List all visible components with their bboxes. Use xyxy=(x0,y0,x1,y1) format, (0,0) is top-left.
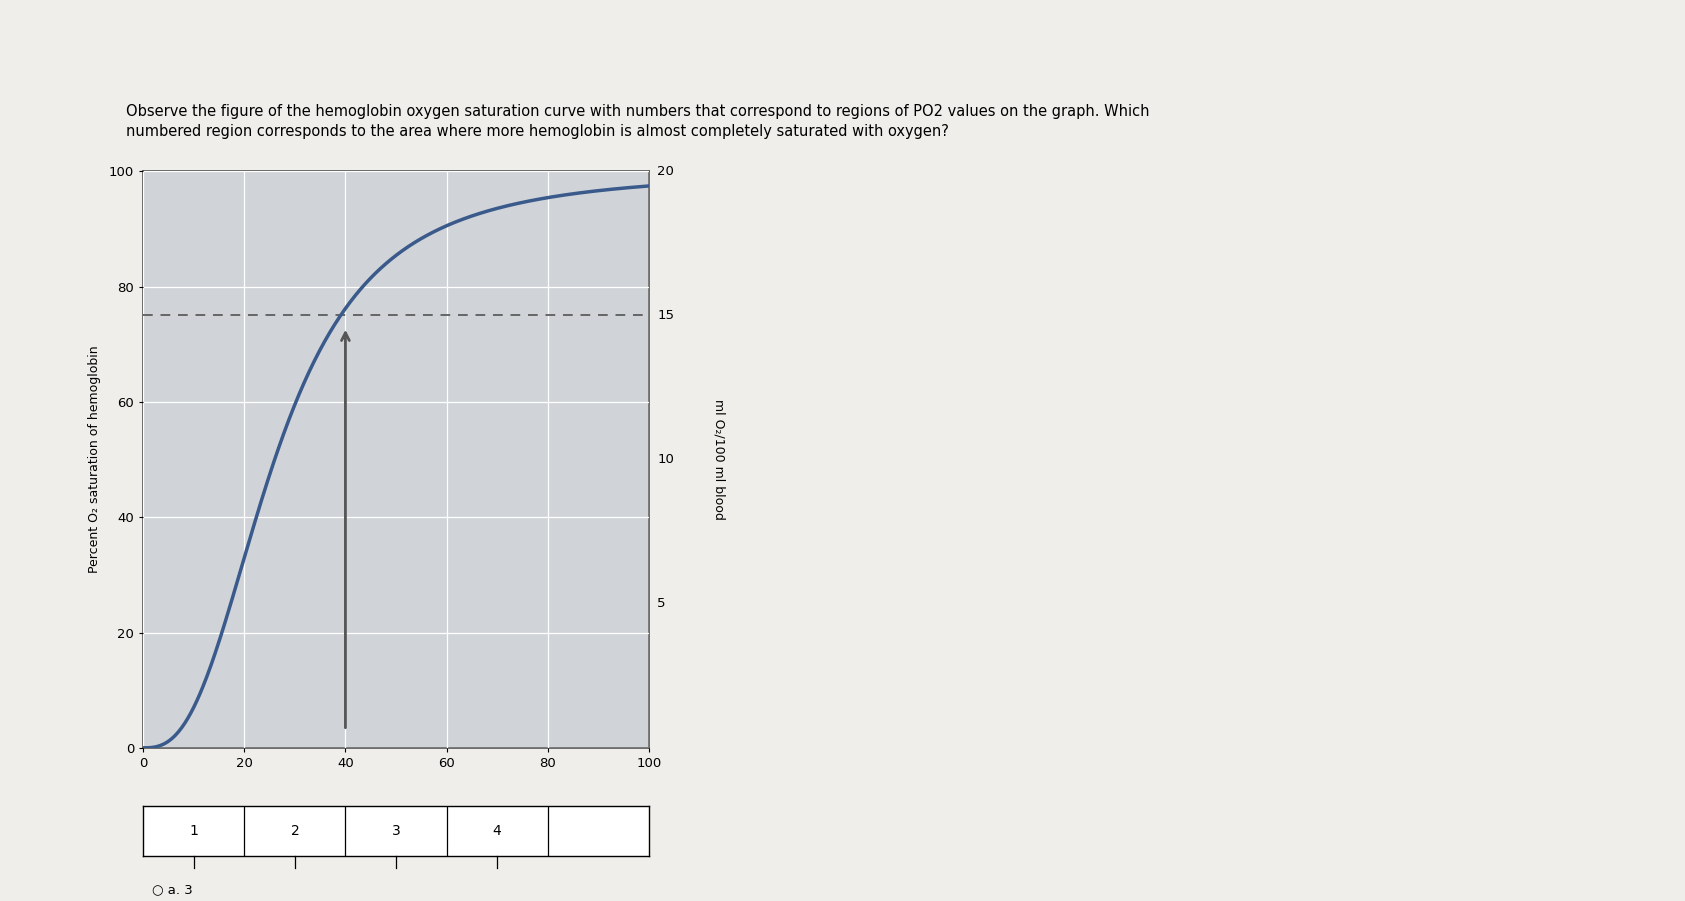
Text: ml O₂/100 ml blood: ml O₂/100 ml blood xyxy=(713,399,726,520)
Text: 15: 15 xyxy=(657,309,674,322)
Text: 2: 2 xyxy=(290,824,300,838)
Text: ○ a. 3: ○ a. 3 xyxy=(152,883,192,896)
Text: 3: 3 xyxy=(391,824,401,838)
Text: 20: 20 xyxy=(657,165,674,177)
Text: Observe the figure of the hemoglobin oxygen saturation curve with numbers that c: Observe the figure of the hemoglobin oxy… xyxy=(126,104,1149,119)
Text: 5: 5 xyxy=(657,597,666,610)
Text: numbered region corresponds to the area where more hemoglobin is almost complete: numbered region corresponds to the area … xyxy=(126,124,949,140)
Text: 4: 4 xyxy=(492,824,502,838)
Text: 1: 1 xyxy=(189,824,199,838)
Y-axis label: Percent O₂ saturation of hemoglobin: Percent O₂ saturation of hemoglobin xyxy=(88,346,101,573)
Text: 10: 10 xyxy=(657,453,674,466)
